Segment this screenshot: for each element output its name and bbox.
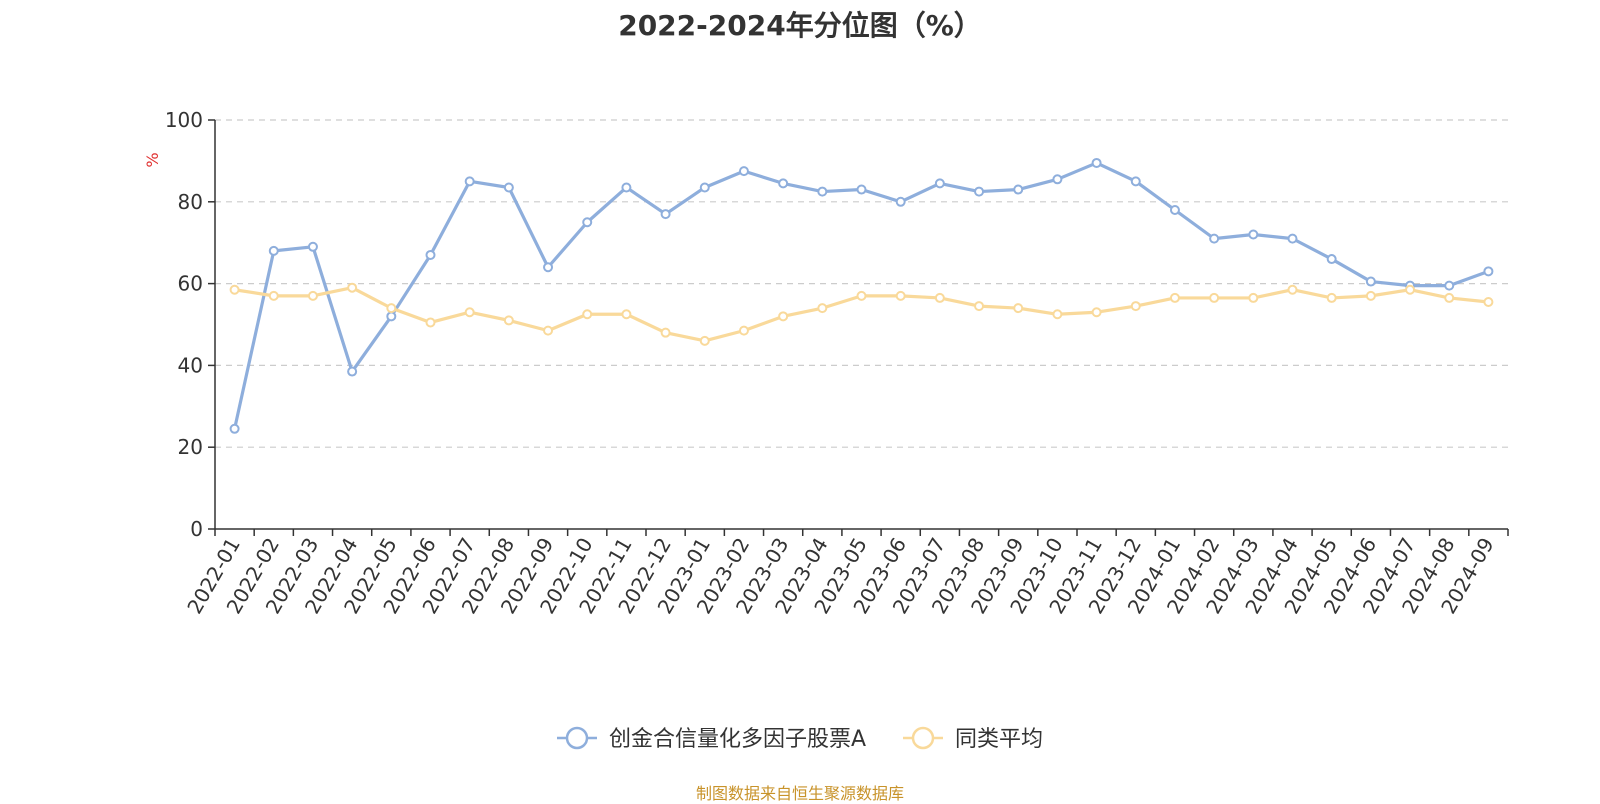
data-point[interactable] <box>425 249 436 260</box>
data-point[interactable] <box>1326 292 1337 303</box>
y-tick-label: 40 <box>178 353 203 377</box>
data-point[interactable] <box>895 290 906 301</box>
axes: 020406080100%2022-012022-022022-032022-0… <box>143 108 1509 618</box>
data-point[interactable] <box>856 184 867 195</box>
data-point[interactable] <box>386 303 397 314</box>
data-point[interactable] <box>1287 284 1298 295</box>
legend-marker-icon <box>911 726 935 750</box>
data-point[interactable] <box>1405 284 1416 295</box>
data-point[interactable] <box>856 290 867 301</box>
data-point[interactable] <box>1483 266 1494 277</box>
data-point[interactable] <box>1365 276 1376 287</box>
data-point[interactable] <box>268 245 279 256</box>
data-point[interactable] <box>503 182 514 193</box>
y-axis-label: % <box>143 152 162 167</box>
data-point[interactable] <box>738 325 749 336</box>
data-point[interactable] <box>1365 290 1376 301</box>
data-point[interactable] <box>386 311 397 322</box>
data-point[interactable] <box>974 186 985 197</box>
data-point[interactable] <box>1444 292 1455 303</box>
data-point[interactable] <box>1444 280 1455 291</box>
data-point[interactable] <box>1326 254 1337 265</box>
data-point[interactable] <box>503 315 514 326</box>
data-point[interactable] <box>895 196 906 207</box>
data-point[interactable] <box>1091 157 1102 168</box>
data-point[interactable] <box>1052 309 1063 320</box>
legend-marker-icon <box>565 726 589 750</box>
data-point[interactable] <box>934 292 945 303</box>
y-tick-label: 20 <box>178 435 203 459</box>
data-point[interactable] <box>1209 233 1220 244</box>
data-point[interactable] <box>621 309 632 320</box>
data-point[interactable] <box>1287 233 1298 244</box>
data-point[interactable] <box>543 262 554 273</box>
data-point[interactable] <box>817 303 828 314</box>
data-point[interactable] <box>1052 174 1063 185</box>
chart-title: 2022-2024年分位图（%） <box>618 9 982 42</box>
data-point[interactable] <box>817 186 828 197</box>
data-point[interactable] <box>347 282 358 293</box>
data-point[interactable] <box>582 217 593 228</box>
series-lines <box>229 157 1494 434</box>
legend-item-0[interactable]: 创金合信量化多因子股票A <box>557 726 866 752</box>
data-point[interactable] <box>738 166 749 177</box>
data-point[interactable] <box>699 335 710 346</box>
data-point[interactable] <box>778 311 789 322</box>
data-point[interactable] <box>1483 297 1494 308</box>
data-point[interactable] <box>464 307 475 318</box>
data-point[interactable] <box>582 309 593 320</box>
data-point[interactable] <box>660 327 671 338</box>
data-point[interactable] <box>229 423 240 434</box>
legend[interactable]: 创金合信量化多因子股票A 同类平均 <box>557 726 1043 752</box>
y-tick-label: 60 <box>178 272 203 296</box>
data-point[interactable] <box>1248 229 1259 240</box>
legend-item-1[interactable]: 同类平均 <box>903 726 1043 752</box>
data-point[interactable] <box>660 209 671 220</box>
data-point[interactable] <box>229 284 240 295</box>
data-point[interactable] <box>268 290 279 301</box>
legend-label: 同类平均 <box>955 727 1043 752</box>
data-point[interactable] <box>1013 303 1024 314</box>
data-point[interactable] <box>1091 307 1102 318</box>
data-point[interactable] <box>621 182 632 193</box>
gridlines <box>215 119 1508 448</box>
data-point[interactable] <box>778 178 789 189</box>
data-point[interactable] <box>934 178 945 189</box>
data-point[interactable] <box>1130 176 1141 187</box>
data-point[interactable] <box>1209 292 1220 303</box>
data-point[interactable] <box>699 182 710 193</box>
data-point[interactable] <box>1169 204 1180 215</box>
data-point[interactable] <box>974 301 985 312</box>
data-point[interactable] <box>1013 184 1024 195</box>
legend-label: 创金合信量化多因子股票A <box>609 727 866 752</box>
data-point[interactable] <box>347 366 358 377</box>
y-tick-label: 100 <box>165 108 203 132</box>
source-note: 制图数据来自恒生聚源数据库 <box>695 784 904 803</box>
data-point[interactable] <box>1169 292 1180 303</box>
data-point[interactable] <box>464 176 475 187</box>
data-point[interactable] <box>425 317 436 328</box>
data-point[interactable] <box>307 290 318 301</box>
y-tick-label: 0 <box>190 517 203 541</box>
data-point[interactable] <box>1248 292 1259 303</box>
y-tick-label: 80 <box>178 190 203 214</box>
data-point[interactable] <box>307 241 318 252</box>
data-point[interactable] <box>543 325 554 336</box>
data-point[interactable] <box>1130 301 1141 312</box>
